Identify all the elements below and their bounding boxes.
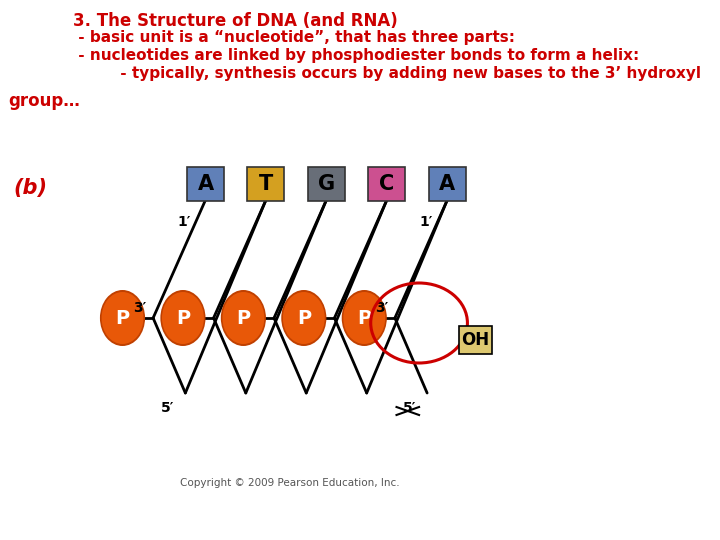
Text: A: A: [197, 174, 214, 194]
FancyBboxPatch shape: [308, 167, 345, 201]
Circle shape: [100, 290, 145, 346]
Circle shape: [282, 290, 326, 346]
Circle shape: [343, 292, 385, 344]
Text: 3. The Structure of DNA (and RNA): 3. The Structure of DNA (and RNA): [73, 12, 397, 30]
Text: (b): (b): [13, 178, 47, 198]
Text: P: P: [115, 308, 130, 327]
Text: T: T: [258, 174, 273, 194]
FancyBboxPatch shape: [369, 167, 405, 201]
Text: P: P: [357, 308, 372, 327]
Circle shape: [221, 290, 266, 346]
Circle shape: [342, 290, 387, 346]
Text: A: A: [439, 174, 455, 194]
FancyBboxPatch shape: [459, 326, 492, 354]
Circle shape: [283, 292, 325, 344]
Text: - nucleotides are linked by phosphodiester bonds to form a helix:: - nucleotides are linked by phosphodiest…: [73, 48, 639, 63]
Text: 5′: 5′: [161, 401, 174, 415]
Text: P: P: [297, 308, 311, 327]
Text: OH: OH: [462, 331, 490, 349]
Text: P: P: [176, 308, 190, 327]
FancyBboxPatch shape: [187, 167, 224, 201]
Text: 3′: 3′: [133, 301, 147, 315]
Circle shape: [222, 292, 264, 344]
Text: Copyright © 2009 Pearson Education, Inc.: Copyright © 2009 Pearson Education, Inc.: [180, 478, 400, 488]
Circle shape: [162, 292, 204, 344]
FancyBboxPatch shape: [248, 167, 284, 201]
Text: - typically, synthesis occurs by adding new bases to the 3’ hydroxyl: - typically, synthesis occurs by adding …: [73, 66, 701, 81]
Text: - basic unit is a “nucleotide”, that has three parts:: - basic unit is a “nucleotide”, that has…: [73, 30, 515, 45]
Text: group…: group…: [8, 92, 80, 110]
FancyBboxPatch shape: [428, 167, 466, 201]
Circle shape: [161, 290, 205, 346]
Text: G: G: [318, 174, 335, 194]
Text: 3′: 3′: [375, 301, 389, 315]
Text: 5′: 5′: [402, 401, 416, 415]
Text: 1′: 1′: [419, 215, 433, 229]
Circle shape: [102, 292, 143, 344]
Text: P: P: [236, 308, 251, 327]
Text: C: C: [379, 174, 395, 194]
Text: 1′: 1′: [178, 215, 191, 229]
